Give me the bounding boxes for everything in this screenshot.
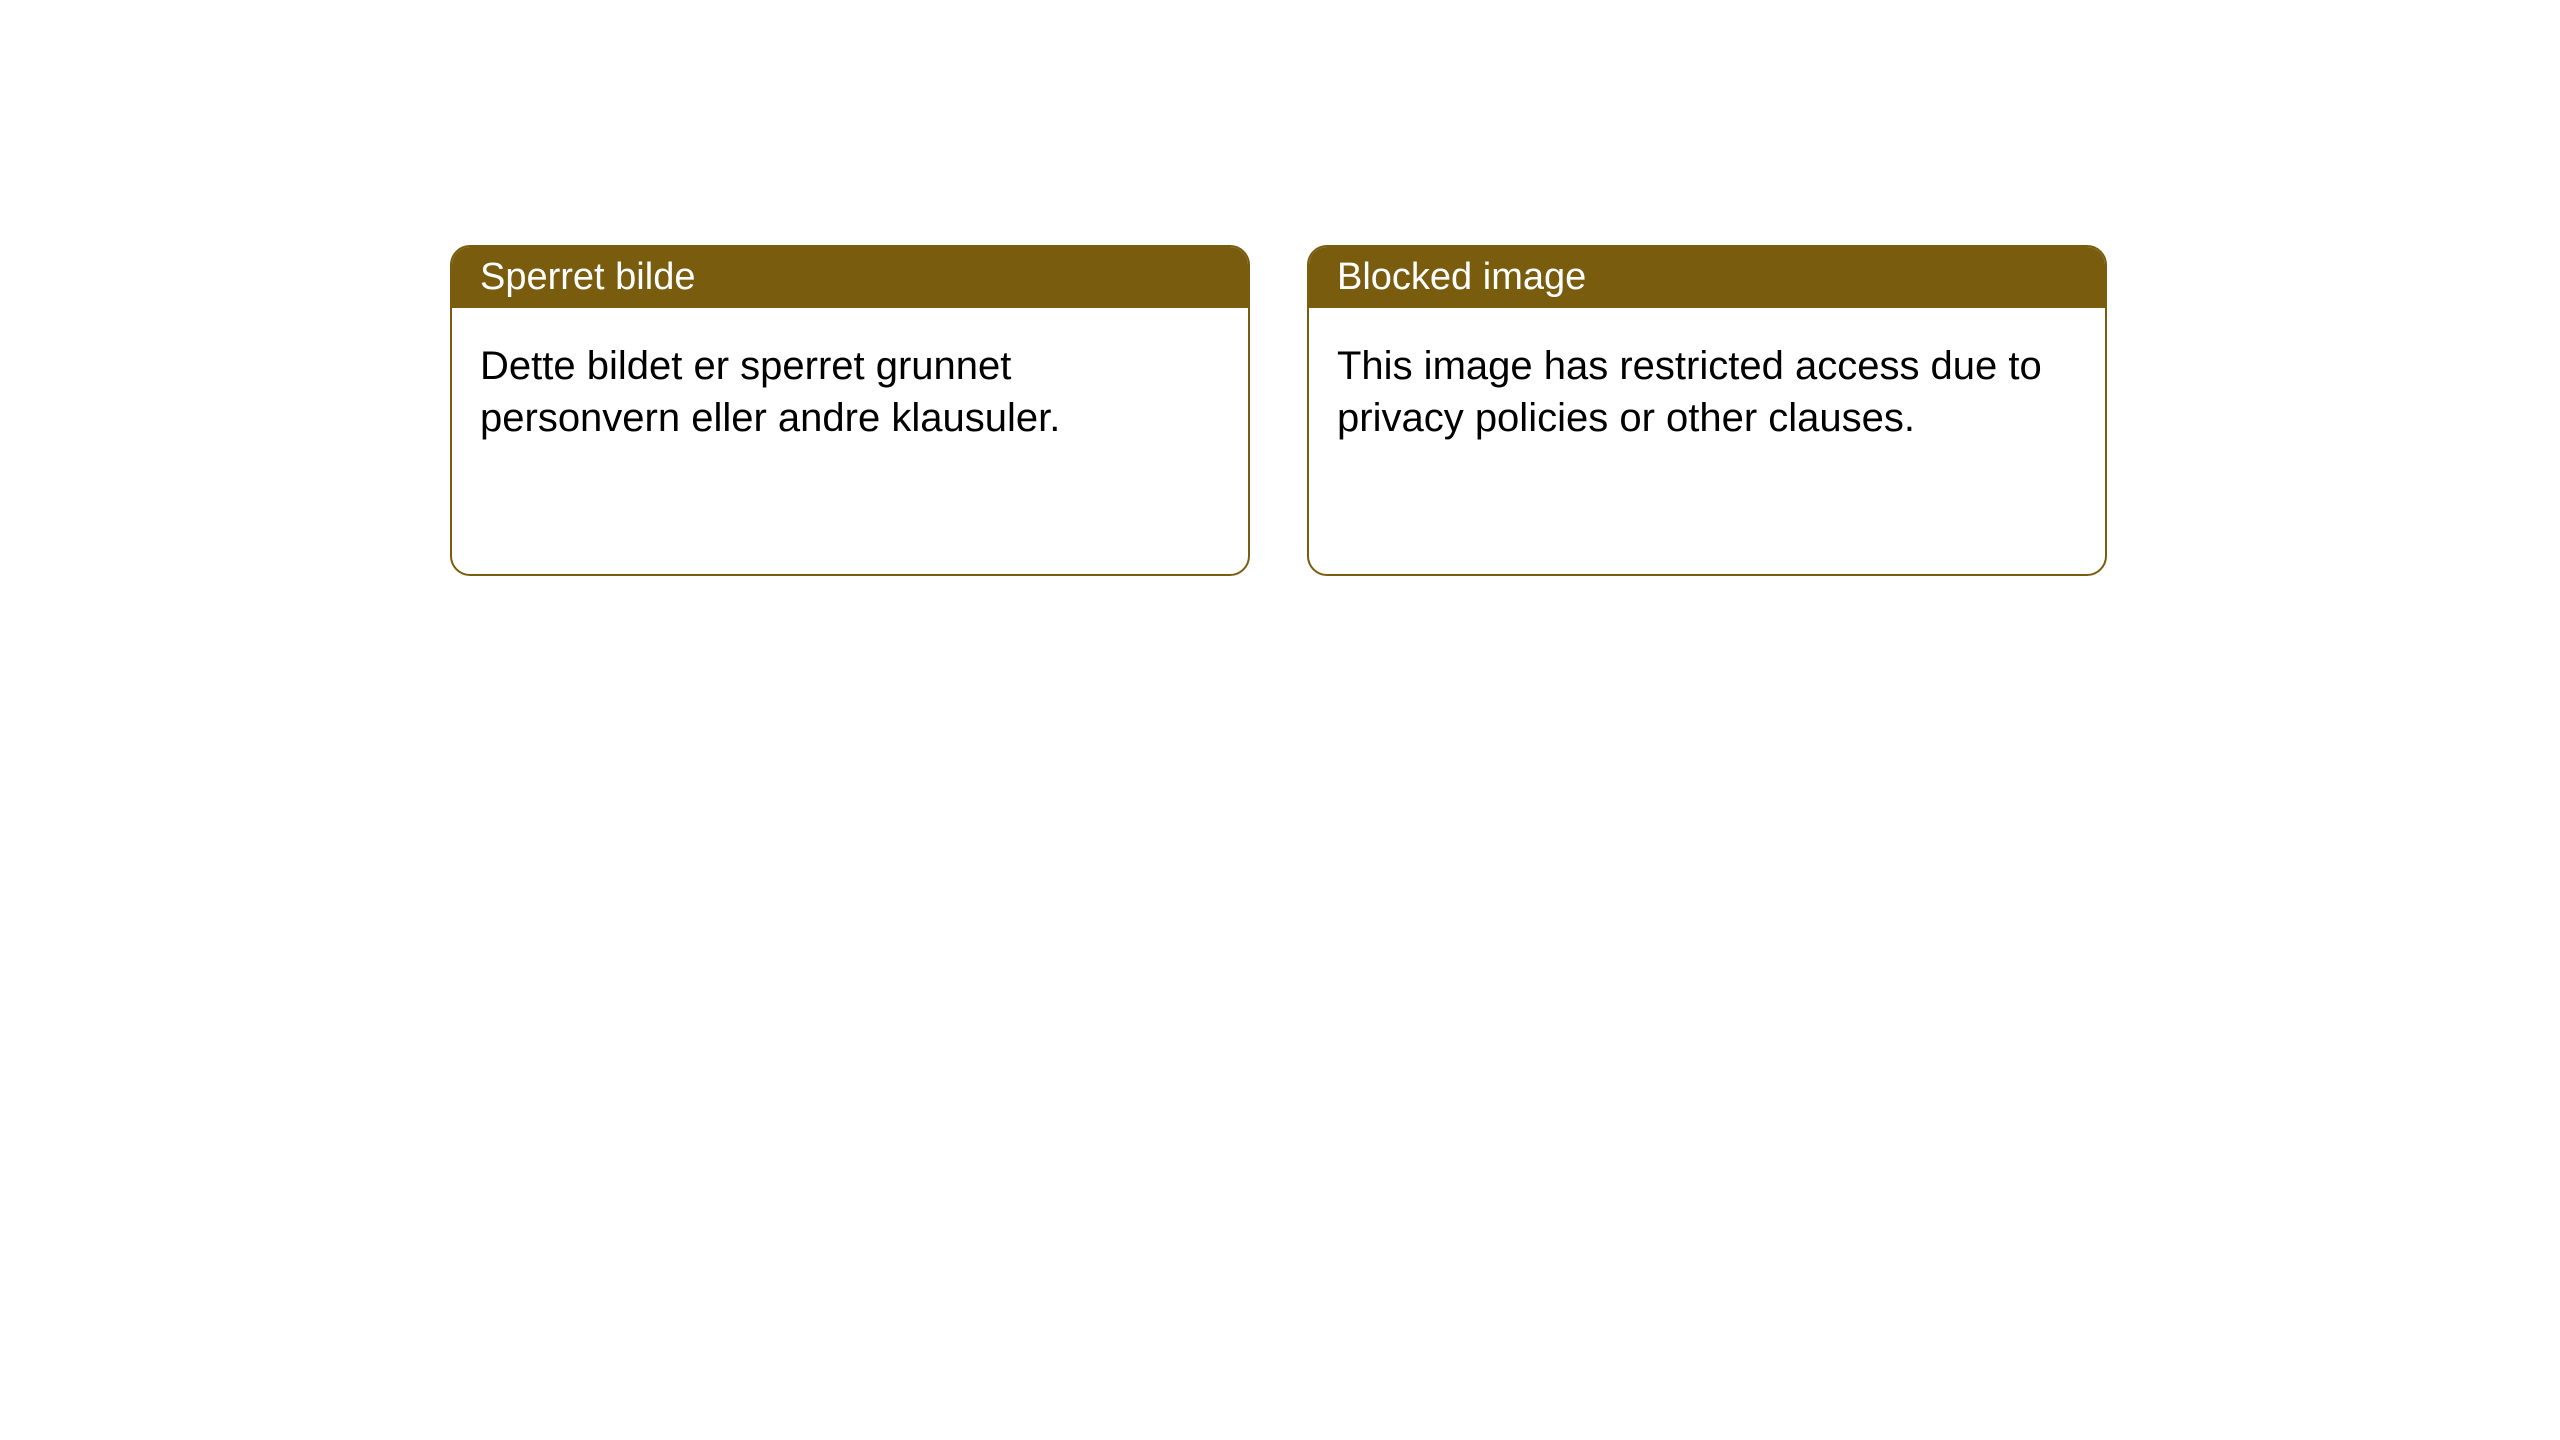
card-header-no: Sperret bilde bbox=[452, 247, 1248, 308]
card-body-en: This image has restricted access due to … bbox=[1309, 308, 2105, 476]
card-header-en: Blocked image bbox=[1309, 247, 2105, 308]
notice-cards-container: Sperret bilde Dette bildet er sperret gr… bbox=[0, 0, 2560, 576]
card-title-en: Blocked image bbox=[1337, 256, 1586, 298]
card-text-no: Dette bildet er sperret grunnet personve… bbox=[480, 344, 1060, 440]
card-title-no: Sperret bilde bbox=[480, 256, 695, 298]
card-body-no: Dette bildet er sperret grunnet personve… bbox=[452, 308, 1248, 476]
blocked-image-card-en: Blocked image This image has restricted … bbox=[1307, 245, 2107, 576]
card-text-en: This image has restricted access due to … bbox=[1337, 344, 2042, 440]
blocked-image-card-no: Sperret bilde Dette bildet er sperret gr… bbox=[450, 245, 1250, 576]
